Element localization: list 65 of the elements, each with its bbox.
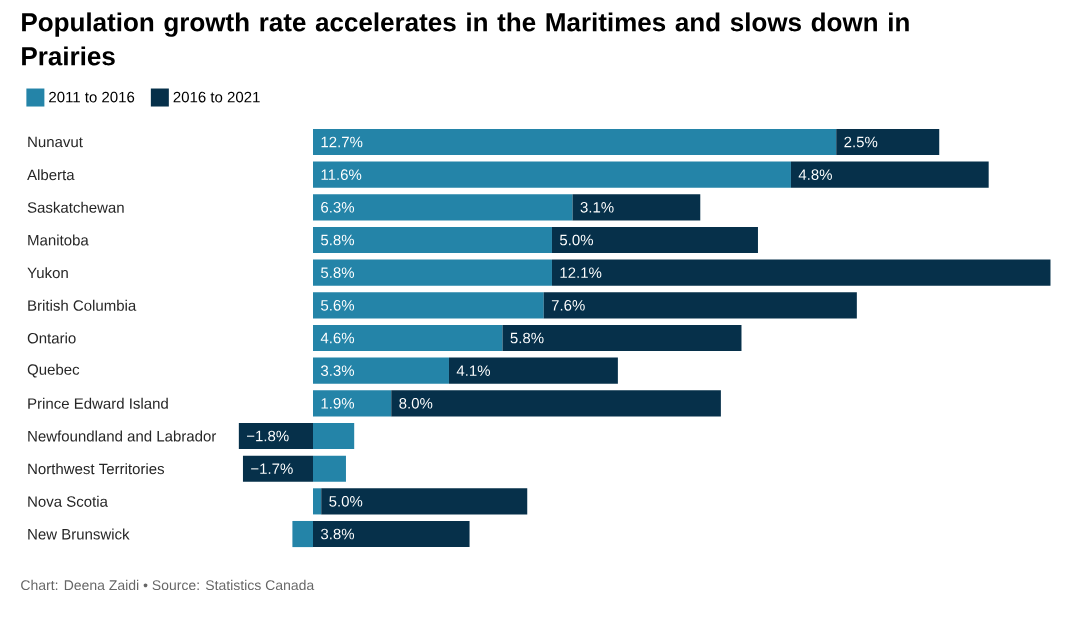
bar — [391, 390, 721, 417]
data-label: 1.9% — [321, 398, 355, 409]
data-label: 3.3% — [320, 365, 355, 376]
bar — [551, 226, 758, 254]
data-label: 12.7% — [321, 136, 363, 148]
bar — [836, 128, 940, 156]
data-label: −1.7% — [251, 463, 293, 474]
data-label: 3.8% — [320, 528, 355, 540]
data-label: 5.8% — [321, 267, 355, 278]
legend-label: 2016 to 2021 — [173, 91, 260, 103]
bar — [790, 161, 989, 188]
bar — [313, 520, 470, 548]
bar — [543, 292, 857, 319]
bar — [313, 226, 552, 254]
data-label: 5.8% — [510, 332, 544, 344]
y-tick-label: Prince Edward Island — [28, 397, 168, 409]
data-label: 4.1% — [456, 365, 491, 376]
y-tick-label: Yukon — [27, 267, 68, 279]
data-label: −1.8% — [246, 430, 289, 442]
y-tick-label: Northwest Territories — [28, 463, 165, 475]
y-tick-label: Quebec — [27, 363, 80, 378]
bar — [313, 292, 544, 319]
bar — [313, 422, 355, 450]
data-label: 3.1% — [580, 202, 614, 213]
chart-title: Population growth rate accelerates in the Maritimes and slows down in Prairies — [22, 12, 909, 66]
y-tick-label: Nunavut — [28, 136, 83, 148]
bar — [313, 488, 322, 515]
bar — [313, 390, 392, 417]
data-label: 5.0% — [329, 496, 363, 507]
bar — [242, 455, 313, 482]
text: Chart: Deena Zaidi • Source: Statistics Canada — [21, 579, 315, 591]
y-tick-label: Newfoundland and Labrador — [28, 430, 217, 442]
data-label: 4.6% — [320, 332, 355, 344]
bar — [313, 161, 791, 188]
y-tick-label: Alberta — [27, 169, 75, 181]
data-label: 11.6% — [321, 169, 362, 180]
data-label: 7.6% — [551, 300, 585, 311]
y-tick-label: New Brunswick — [28, 528, 130, 540]
bar — [313, 324, 503, 352]
bar — [551, 259, 1051, 286]
legend-label: 2011 to 2016 — [49, 91, 135, 103]
bar — [238, 422, 313, 450]
bar — [502, 324, 742, 352]
bar — [313, 259, 552, 286]
bar — [292, 520, 313, 548]
y-tick-label: Saskatchewan — [27, 201, 124, 213]
data-label: 8.0% — [399, 398, 433, 409]
data-label: 5.8% — [321, 234, 355, 246]
bar — [313, 194, 573, 221]
data-label: 4.8% — [798, 169, 832, 180]
bar — [313, 357, 449, 384]
data-label: 5.0% — [559, 234, 594, 246]
y-tick-label: Nova Scotia — [28, 495, 108, 507]
bar — [448, 357, 618, 384]
data-label: 2.5% — [844, 136, 878, 148]
data-label: 6.3% — [321, 202, 355, 213]
y-tick-label: Ontario — [27, 332, 76, 344]
bar — [313, 128, 837, 156]
bar — [321, 488, 528, 515]
data-label: 12.1% — [560, 267, 602, 278]
y-tick-label: Manitoba — [28, 234, 89, 246]
data-label: 5.6% — [321, 300, 355, 311]
bar — [572, 194, 701, 221]
bar — [313, 455, 346, 482]
y-tick-label: British Columbia — [28, 299, 137, 311]
